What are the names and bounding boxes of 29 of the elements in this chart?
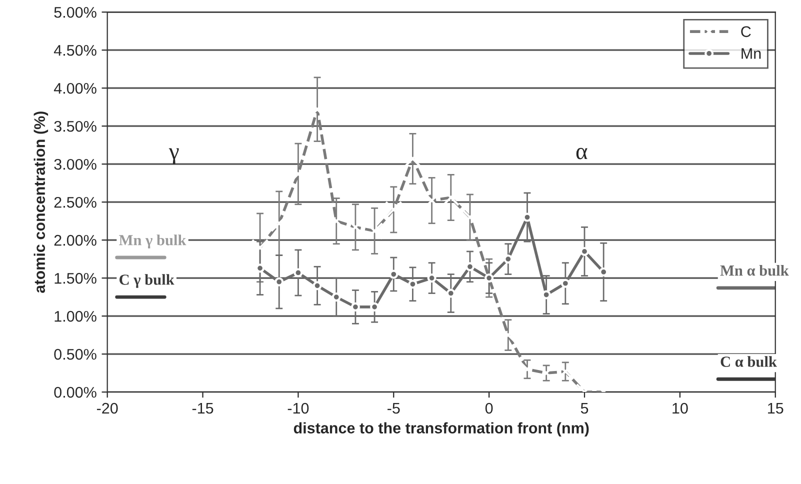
- x-tick-label: -20: [96, 402, 118, 414]
- x-tick-label: 10: [672, 402, 688, 414]
- x-tick-label: -10: [288, 402, 309, 414]
- y-tick-label: 4.50%: [54, 44, 96, 56]
- legend-label: C: [741, 26, 751, 38]
- y-axis-title: atomic concentration (%): [34, 112, 48, 293]
- series-label: C α bulk: [720, 356, 777, 367]
- y-tick-label: 4.00%: [54, 82, 96, 94]
- x-tick-label: -5: [388, 403, 400, 414]
- y-tick-label: 2.00%: [54, 234, 96, 246]
- y-tick-label: 1.50%: [54, 272, 96, 284]
- annotation: α: [576, 148, 588, 160]
- x-tick-label: 5: [580, 403, 588, 414]
- x-axis-title: distance to the transformation front (nm): [294, 422, 589, 436]
- y-tick-label: 5.00%: [54, 6, 96, 18]
- y-tick-label: 1.00%: [54, 310, 96, 322]
- series-label: C γ bulk: [120, 274, 174, 288]
- y-tick-label: 3.00%: [54, 158, 96, 170]
- legend-label: Mn: [742, 48, 761, 59]
- y-tick-label: 3.50%: [54, 120, 96, 132]
- y-tick-label: 0.00%: [54, 386, 96, 398]
- x-tick-label: 0: [485, 402, 493, 414]
- series-label: Mn α bulk: [720, 264, 789, 276]
- x-tick-label: -15: [192, 403, 214, 414]
- y-tick-label: 0.50%: [54, 348, 96, 360]
- x-tick-label: 15: [768, 403, 784, 414]
- series-label: Mn γ bulk: [119, 234, 186, 248]
- y-tick-label: 2.50%: [54, 196, 96, 208]
- annotation: γ: [168, 148, 179, 164]
